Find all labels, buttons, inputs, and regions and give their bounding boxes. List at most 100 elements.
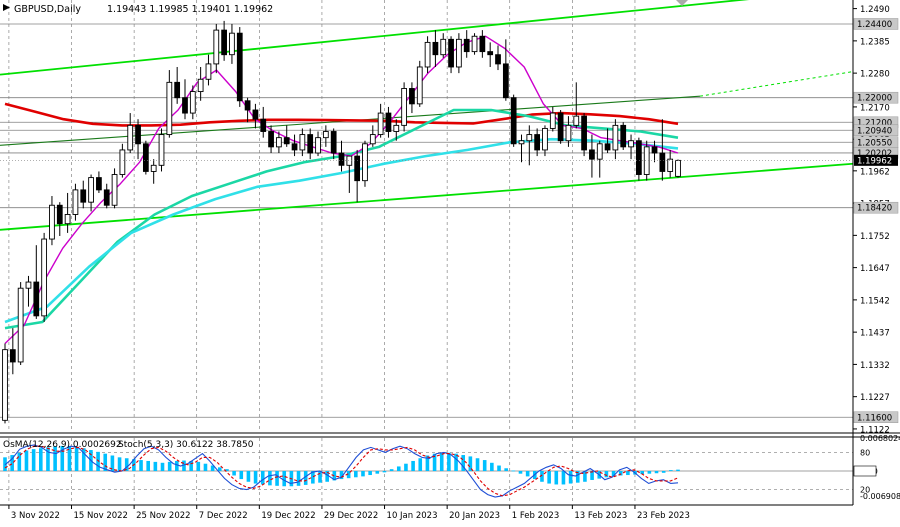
candle[interactable] xyxy=(33,245,40,319)
candle[interactable] xyxy=(432,30,439,67)
candle[interactable] xyxy=(9,328,16,375)
candle[interactable] xyxy=(283,125,290,147)
chart-shift-marker-icon[interactable] xyxy=(676,0,688,6)
candle[interactable] xyxy=(174,66,181,104)
candle[interactable] xyxy=(643,140,650,181)
candle[interactable] xyxy=(205,54,212,86)
candle[interactable] xyxy=(440,33,447,58)
candle[interactable] xyxy=(56,202,63,236)
candle[interactable] xyxy=(456,33,462,74)
candle[interactable] xyxy=(549,106,556,132)
candle[interactable] xyxy=(150,159,157,184)
candle[interactable] xyxy=(252,103,259,129)
candle[interactable] xyxy=(487,42,494,67)
candle[interactable] xyxy=(502,39,509,101)
candle[interactable] xyxy=(260,106,267,138)
candle[interactable] xyxy=(103,183,110,209)
candle[interactable] xyxy=(80,180,87,209)
candle[interactable] xyxy=(377,103,384,138)
candle[interactable] xyxy=(158,128,165,172)
candle[interactable] xyxy=(542,125,548,157)
candle[interactable] xyxy=(49,196,55,246)
osma-histogram-bar xyxy=(661,471,666,473)
osma-histogram-bar xyxy=(303,471,308,485)
symbol-expand-icon[interactable] xyxy=(3,4,10,11)
candle[interactable] xyxy=(635,137,642,181)
candle[interactable] xyxy=(463,30,470,58)
candle[interactable] xyxy=(659,119,666,181)
osma-histogram-bar xyxy=(411,460,415,471)
candle[interactable] xyxy=(315,131,321,157)
candle[interactable] xyxy=(385,106,392,138)
candle[interactable] xyxy=(510,94,517,147)
candle[interactable] xyxy=(268,125,274,154)
candle[interactable] xyxy=(651,140,658,163)
candle[interactable] xyxy=(589,134,595,178)
osma-histogram-bar xyxy=(561,471,566,485)
candle[interactable] xyxy=(581,113,587,157)
candle[interactable] xyxy=(565,116,572,147)
bear-candle-body xyxy=(534,134,541,151)
candle[interactable] xyxy=(604,128,611,154)
candle[interactable] xyxy=(620,122,627,150)
candle[interactable] xyxy=(526,125,533,166)
candle[interactable] xyxy=(393,119,400,141)
candle[interactable] xyxy=(338,140,345,172)
candle[interactable] xyxy=(354,149,361,203)
candle[interactable] xyxy=(182,79,188,120)
candle[interactable] xyxy=(229,23,235,64)
candle[interactable] xyxy=(276,131,282,154)
candle[interactable] xyxy=(142,140,149,175)
candle[interactable] xyxy=(72,183,79,221)
candle[interactable] xyxy=(111,168,118,209)
candle[interactable] xyxy=(362,140,368,187)
bear-candle-body xyxy=(236,32,243,102)
candle[interactable] xyxy=(495,45,501,71)
candle[interactable] xyxy=(471,33,478,55)
candle[interactable] xyxy=(25,275,32,307)
candle[interactable] xyxy=(416,60,423,107)
candle[interactable] xyxy=(299,128,306,157)
candle[interactable] xyxy=(291,134,298,157)
candle[interactable] xyxy=(166,70,173,138)
candle[interactable] xyxy=(17,282,24,366)
candle[interactable] xyxy=(244,97,251,123)
candle[interactable] xyxy=(2,343,8,424)
candle[interactable] xyxy=(236,27,243,107)
candle[interactable] xyxy=(346,155,353,193)
candle[interactable] xyxy=(628,134,634,160)
candle[interactable] xyxy=(322,125,329,147)
candle[interactable] xyxy=(401,82,407,132)
candle[interactable] xyxy=(88,174,94,212)
candle[interactable] xyxy=(409,82,415,114)
candle[interactable] xyxy=(424,36,431,74)
candle[interactable] xyxy=(41,232,48,323)
candle[interactable] xyxy=(479,30,486,58)
candle[interactable] xyxy=(330,128,337,160)
candle[interactable] xyxy=(534,128,541,157)
candle[interactable] xyxy=(573,82,580,129)
candle[interactable] xyxy=(127,113,134,154)
candle[interactable] xyxy=(369,125,376,147)
candle[interactable] xyxy=(518,134,525,163)
candle[interactable] xyxy=(612,119,619,160)
candle[interactable] xyxy=(135,119,141,160)
candle[interactable] xyxy=(675,159,681,178)
candle[interactable] xyxy=(667,149,674,178)
candles[interactable] xyxy=(2,20,681,424)
candle[interactable] xyxy=(213,23,220,74)
candle[interactable] xyxy=(64,192,71,233)
candle[interactable] xyxy=(197,66,204,101)
osma-histogram-bar xyxy=(17,452,22,471)
candle[interactable] xyxy=(221,20,227,61)
candle[interactable] xyxy=(189,85,196,120)
candle[interactable] xyxy=(119,143,126,178)
candle[interactable] xyxy=(596,140,603,178)
candle[interactable] xyxy=(448,36,454,74)
candle[interactable] xyxy=(557,109,564,144)
candle[interactable] xyxy=(96,171,102,193)
osma-histogram-bar xyxy=(46,447,50,471)
candle[interactable] xyxy=(307,128,314,160)
